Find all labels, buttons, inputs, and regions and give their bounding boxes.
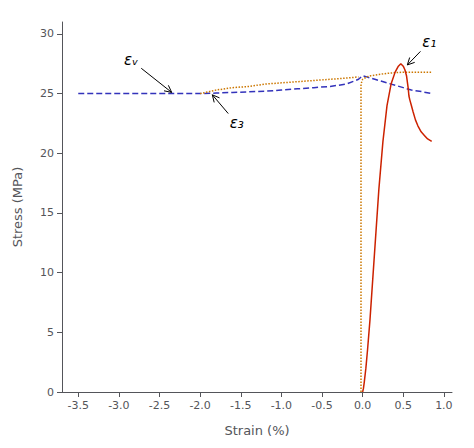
- svg-text:10: 10: [40, 266, 54, 279]
- svg-text:15: 15: [40, 206, 54, 219]
- svg-text:-3.0: -3.0: [108, 399, 129, 412]
- svg-text:εᵥ: εᵥ: [124, 51, 138, 69]
- svg-text:-2.0: -2.0: [189, 399, 210, 412]
- svg-text:ε₃: ε₃: [230, 114, 244, 132]
- svg-text:-2.5: -2.5: [149, 399, 170, 412]
- svg-text:20: 20: [40, 147, 54, 160]
- svg-text:-0.5: -0.5: [311, 399, 332, 412]
- svg-text:ε₁: ε₁: [422, 33, 436, 51]
- svg-text:Strain (%): Strain (%): [224, 423, 289, 438]
- svg-text:5: 5: [47, 326, 54, 339]
- svg-text:-3.5: -3.5: [68, 399, 89, 412]
- svg-text:0.0: 0.0: [354, 399, 372, 412]
- svg-text:1.0: 1.0: [435, 399, 453, 412]
- svg-text:30: 30: [40, 27, 54, 40]
- svg-text:0.5: 0.5: [395, 399, 413, 412]
- svg-text:-1.0: -1.0: [271, 399, 292, 412]
- svg-text:0: 0: [47, 386, 54, 399]
- svg-text:Stress (MPa): Stress (MPa): [10, 167, 25, 248]
- svg-text:25: 25: [40, 87, 54, 100]
- svg-text:-1.5: -1.5: [230, 399, 251, 412]
